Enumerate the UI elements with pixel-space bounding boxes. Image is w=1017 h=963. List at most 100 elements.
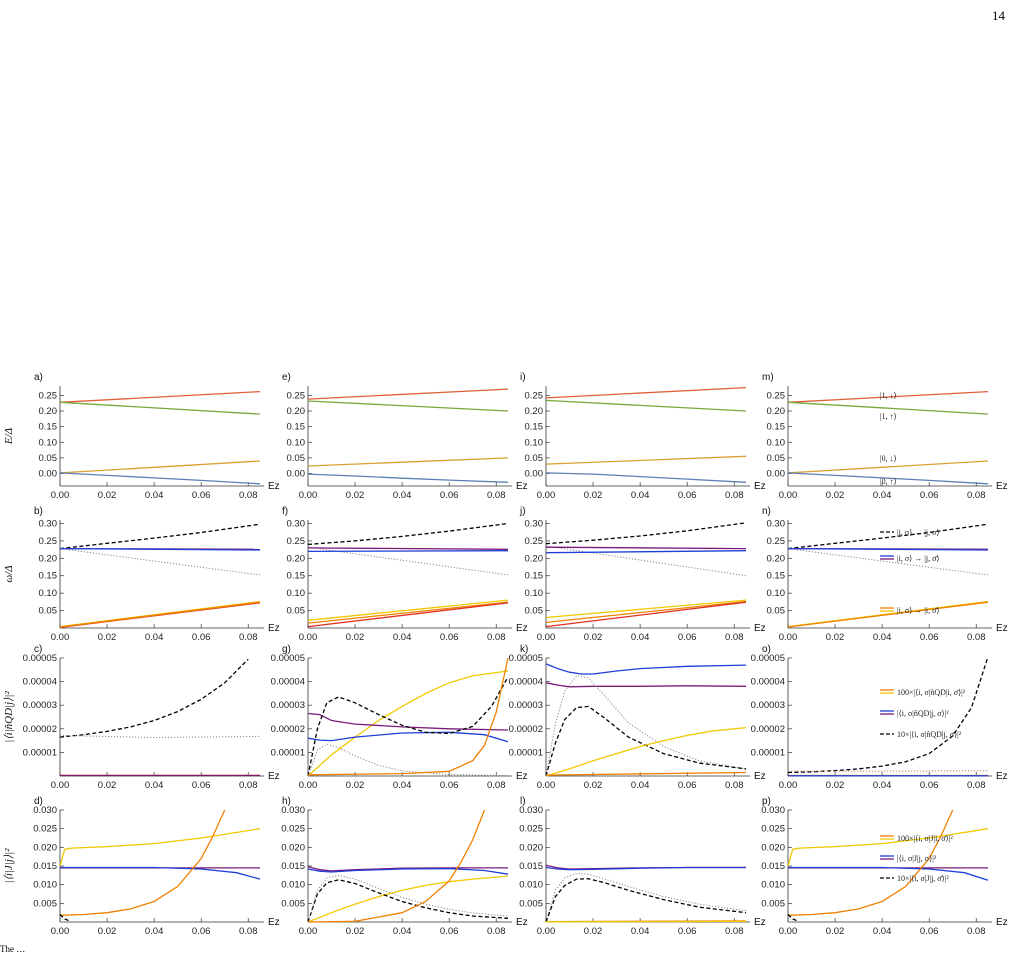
series-line: [545, 705, 747, 777]
series-line: [307, 522, 509, 546]
series-line: [545, 386, 747, 399]
x-tick-label: 0.04: [393, 780, 412, 791]
y-tick-label: 0.00005: [751, 653, 785, 664]
series-line: [59, 734, 261, 739]
x-tick-label: 0.02: [826, 926, 845, 937]
y-tick-label: 0.030: [519, 805, 543, 816]
panel-n: n) 0.05 0.10 0.15 0.20 0.25 0.30 0.00 0.02 0.04 0.…: [762, 506, 1008, 643]
series-line: [787, 523, 989, 550]
series-line: [59, 658, 249, 738]
series-line: [545, 675, 747, 777]
y-tick-label: 0.015: [519, 861, 543, 872]
legend-current: 100×|⟨i, σ|J|i, σ̄⟩|² |⟨i, σ|J|j, σ⟩|² 10×…: [880, 834, 953, 883]
x-tick-label: 0.00: [779, 632, 798, 643]
y-tick-label: 0.00003: [509, 700, 543, 711]
y-tick-label: 0.30: [525, 518, 544, 529]
y-tick-label: 0.20: [287, 553, 306, 564]
series-line: [59, 523, 261, 550]
series-line: [307, 731, 509, 743]
series-line: [307, 388, 509, 400]
y-tick-label: 0.05: [287, 453, 306, 464]
legend-item: |i, σ⟩ → |i, σ̄⟩: [880, 606, 940, 615]
x-tick-label: 0.06: [678, 926, 697, 937]
x-tick-label: 0.00: [299, 490, 318, 501]
y-tick-label: 0.20: [39, 553, 58, 564]
series-line: [545, 472, 747, 483]
x-tick-label: 0.00: [299, 632, 318, 643]
panel-label: p): [762, 796, 771, 807]
series-line: [59, 828, 261, 867]
series-line: [307, 809, 486, 923]
y-tick-label: 0.010: [519, 880, 543, 891]
series-line: [59, 809, 226, 916]
y-tick-label: 0.10: [39, 588, 58, 599]
y-tick-label: 0.25: [39, 390, 58, 401]
y-tick-label: 0.00005: [23, 653, 57, 664]
series-line: [545, 455, 747, 465]
legend-label: |⟨i, σ|n̂QD|j, σ⟩|²: [897, 709, 949, 718]
y-tick-label: 0.015: [761, 861, 785, 872]
x-tick-label: 0.06: [192, 490, 211, 501]
x-tick-label: 0.00: [51, 490, 70, 501]
y-tick-label: 0.00: [287, 469, 306, 480]
x-tick-label: 0.02: [584, 780, 603, 791]
y-tick-label: 0.20: [525, 553, 544, 564]
y-tick-label: 0.25: [39, 536, 58, 547]
panel-label: j): [519, 506, 526, 517]
series-line: [545, 545, 747, 577]
y-tick-label: 0.00: [767, 469, 786, 480]
series-line: [307, 601, 509, 624]
x-tick-label: 0.08: [967, 632, 986, 643]
legend-item: 10×|⟨i, σ|J|j, σ̄⟩|²: [880, 874, 949, 883]
panel-g: g) 0.00001 0.00002 0.00003 0.00004 0.00005 0.0…: [271, 644, 528, 791]
x-tick-label: 0.00: [537, 926, 556, 937]
legend-label: 100×|⟨i, σ|n̂QD|i, σ̄⟩|²: [897, 688, 966, 697]
x-tick-label: 0.04: [393, 926, 412, 937]
series-line: [545, 522, 747, 545]
y-tick-label: 0.00002: [23, 724, 57, 735]
x-axis-label: Ez: [996, 623, 1008, 634]
x-tick-label: 0.06: [440, 780, 459, 791]
series-line: [787, 460, 989, 474]
y-tick-label: 0.25: [767, 536, 786, 547]
figure-caption: The …: [0, 944, 26, 954]
series-line: [788, 866, 989, 881]
y-tick-label: 0.025: [761, 824, 785, 835]
y-tick-label: 0.00002: [271, 724, 305, 735]
y-tick-label: 0.15: [287, 422, 306, 433]
y-tick-label: 0.00003: [751, 700, 785, 711]
panel-label: o): [762, 644, 771, 655]
panel-b: b) 0.05 0.10 0.15 0.20 0.25 0.30 0.00 0.02 0.04 0.…: [34, 506, 280, 643]
y-tick-label: 0.020: [33, 842, 57, 853]
series-line: [59, 548, 261, 576]
y-tick-label: 0.00002: [509, 724, 543, 735]
panel-label: f): [282, 506, 288, 517]
panel-f: f) 0.05 0.10 0.15 0.20 0.25 0.30 0.00 0.02 0.04 0.…: [282, 506, 528, 643]
series-line: [787, 390, 989, 403]
series-line: [59, 472, 261, 485]
y-tick-label: 0.00005: [509, 653, 543, 664]
panel-label: k): [520, 644, 528, 655]
x-axis-label: Ez: [754, 481, 766, 492]
x-tick-label: 0.06: [920, 926, 939, 937]
y-tick-label: 0.00001: [271, 747, 305, 758]
legend-item: |⟨i, σ|n̂QD|j, σ⟩|²: [880, 709, 949, 718]
legend-label: |i, σ⟩ → |j, σ⟩: [897, 528, 940, 537]
y-tick-label: 0.005: [281, 898, 305, 909]
y-tick-label: 0.15: [39, 571, 58, 582]
series-line: [545, 601, 747, 628]
x-axis-label: Ez: [516, 481, 528, 492]
y-tick-label: 0.25: [287, 536, 306, 547]
y-tick-label: 0.15: [287, 571, 306, 582]
x-tick-label: 0.06: [678, 780, 697, 791]
x-tick-label: 0.04: [145, 490, 164, 501]
series-line: [787, 656, 989, 774]
x-tick-label: 0.06: [678, 632, 697, 643]
x-tick-label: 0.00: [537, 490, 556, 501]
y-tick-label: 0.00004: [751, 677, 785, 688]
legend-transitions: |i, σ⟩ → |j, σ⟩ |i, σ⟩ → |j, σ̄⟩ |i, σ⟩ → …: [880, 528, 940, 615]
panel-label: b): [34, 506, 43, 517]
page-number: 14: [992, 8, 1005, 23]
y-tick-label: 0.20: [767, 406, 786, 417]
panel-d: d) 0.005 0.010 0.015 0.020 0.025 0.030 0.00 0.02…: [33, 796, 279, 937]
